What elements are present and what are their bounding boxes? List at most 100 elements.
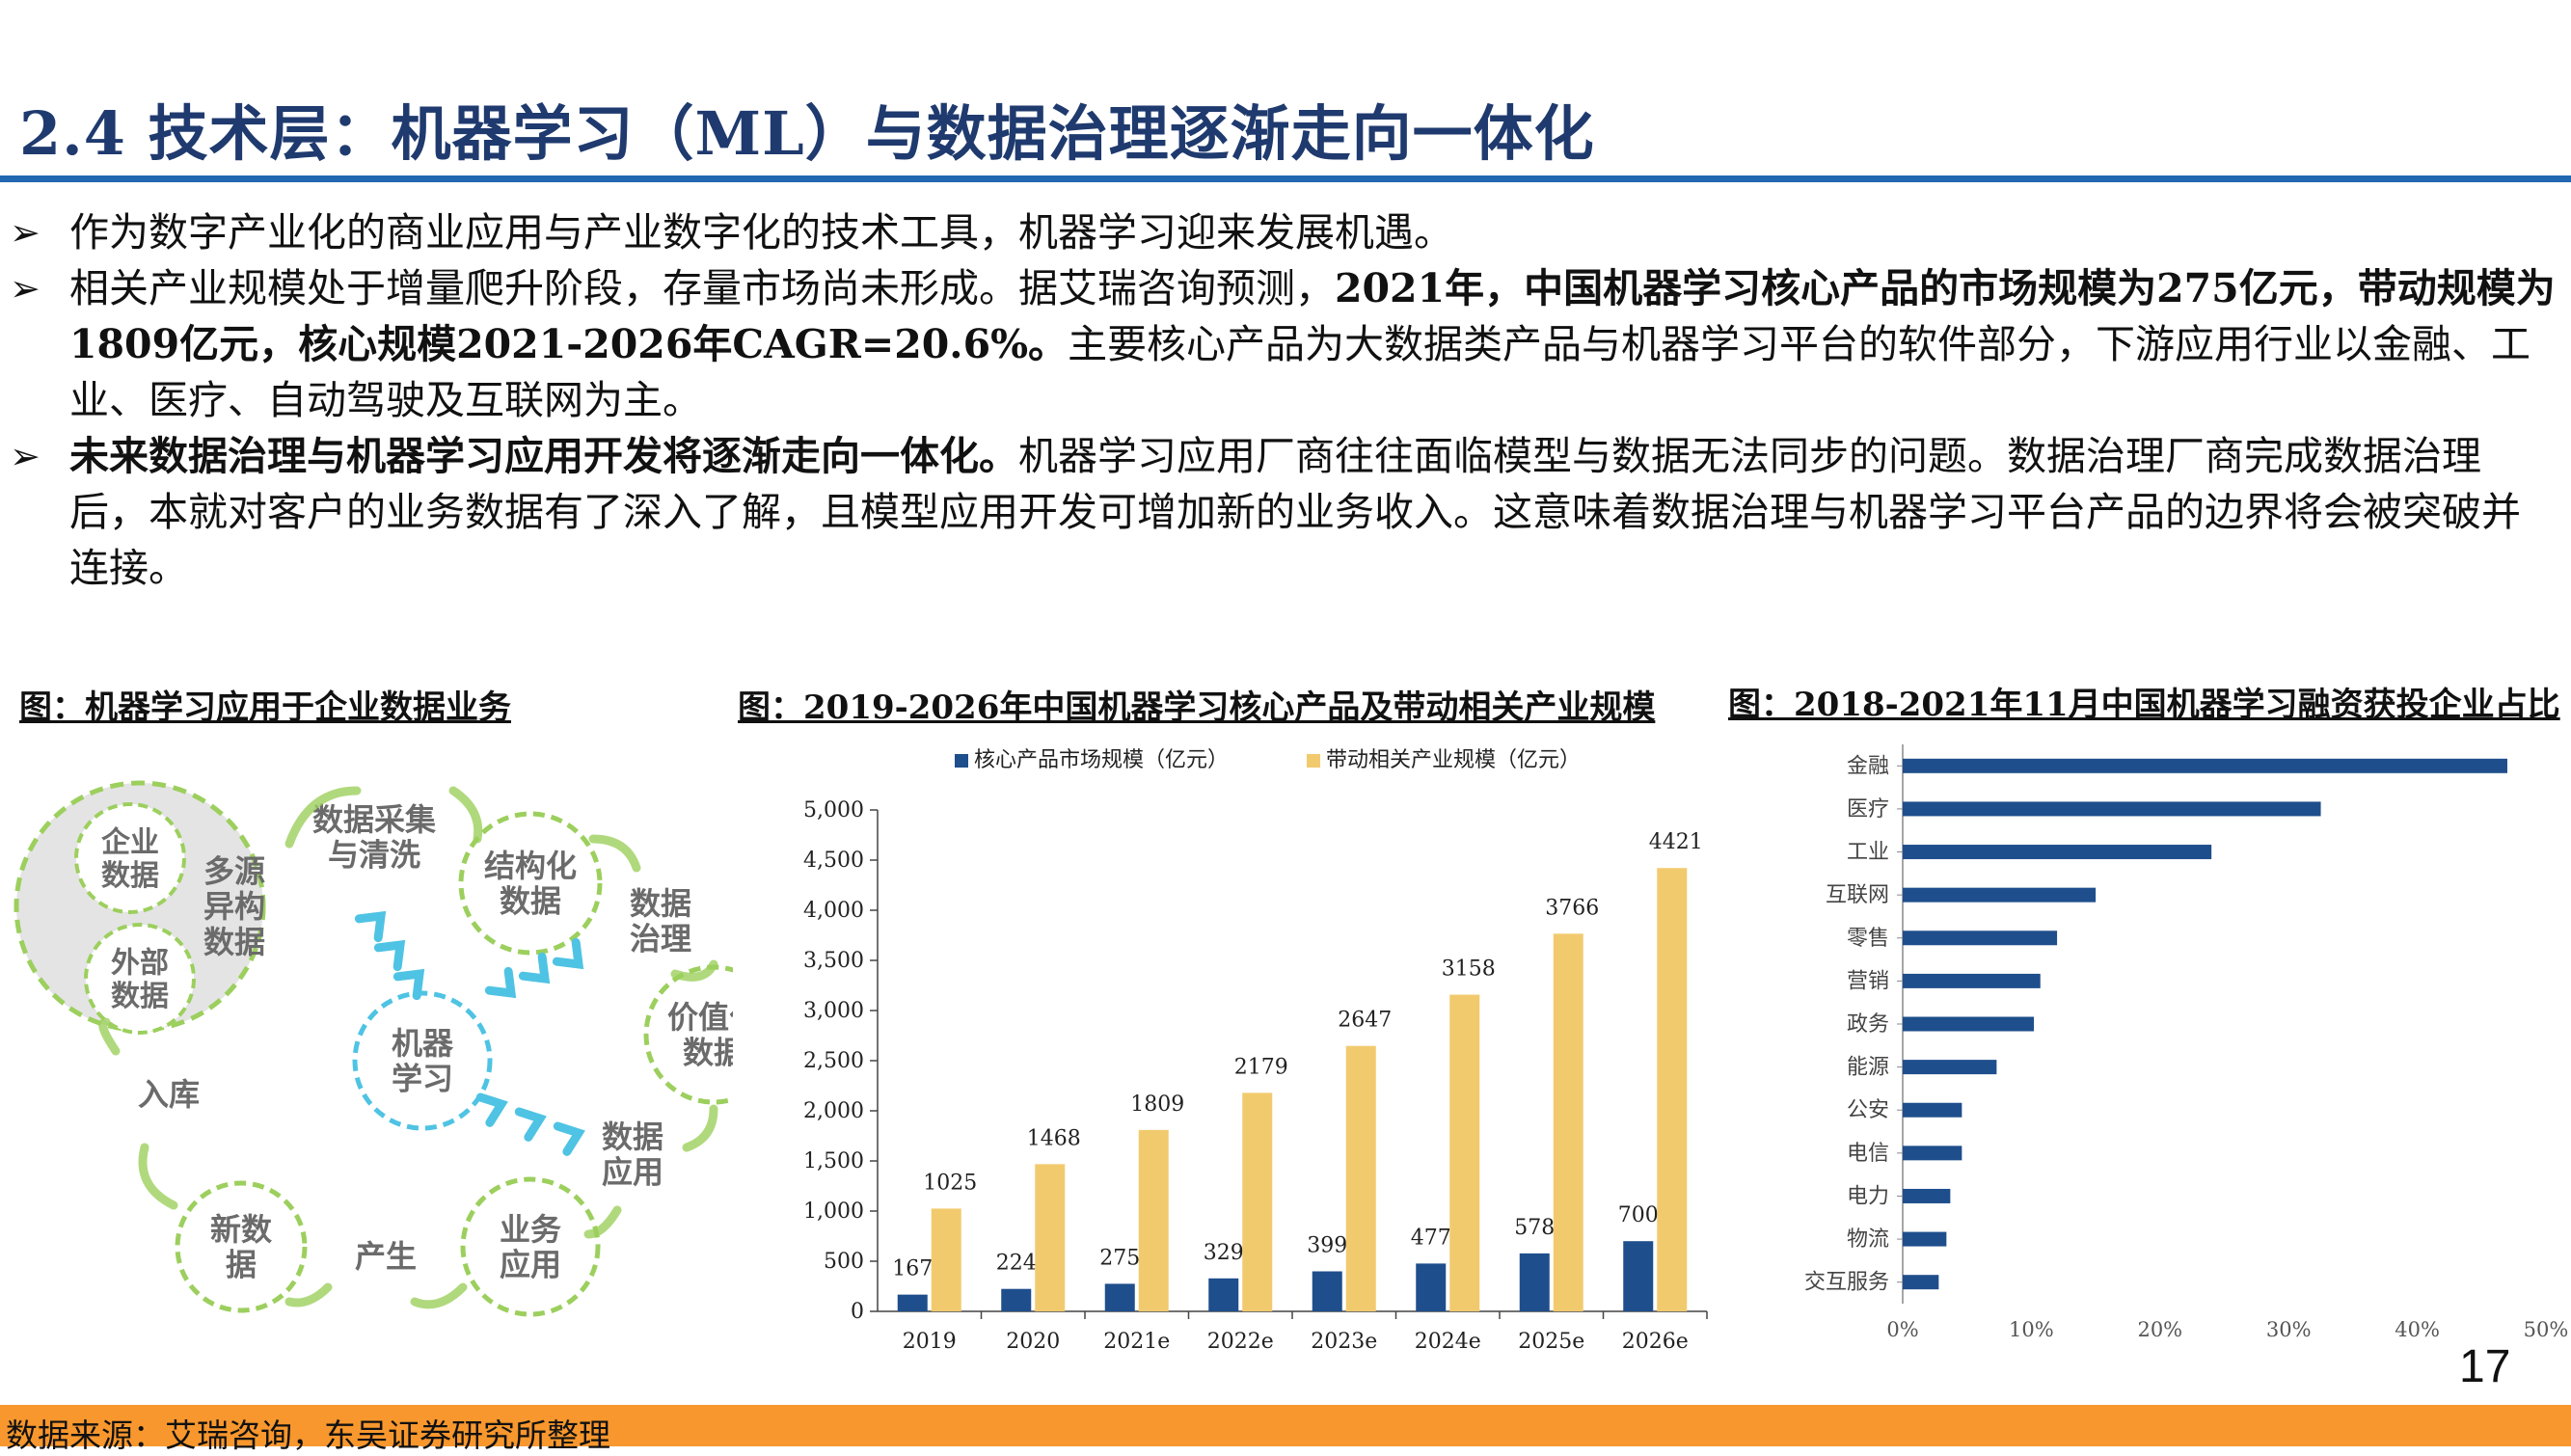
share-bar xyxy=(1903,845,2212,860)
x-tick-label: 2021e xyxy=(1103,1330,1170,1354)
category-label: 能源 xyxy=(1847,1056,1889,1080)
node-label: 产生 xyxy=(355,1238,417,1275)
bullet-text: 作为数字产业化的商业应用与产业数字化的技术工具，机器学习迎来发展机遇。 xyxy=(69,209,1453,256)
category-label: 政务 xyxy=(1847,1012,1889,1037)
share-bar xyxy=(1903,1275,1939,1290)
page-number: 17 xyxy=(2459,1341,2511,1392)
bar-chart: 核心产品市场规模（亿元） 带动相关产业规模（亿元） 0 500 1,000 1,500 2,… xyxy=(803,748,1708,1354)
bullet-item: ➢ 相关产业规模处于增量爬升阶段，存量市场尚未形成。据艾瑞咨询预测，2021年，… xyxy=(10,260,2556,428)
related-bar xyxy=(1657,868,1688,1311)
diagram-caption: 图：机器学习应用于企业数据业务 xyxy=(19,688,511,727)
flow-arrow xyxy=(682,1104,718,1152)
y-tick-label: 3,000 xyxy=(803,999,864,1023)
related-bar xyxy=(1553,933,1583,1311)
node-label: 结构化数据 xyxy=(484,848,577,920)
enterprise-data-label: 企业数据 xyxy=(101,825,159,893)
share-bar xyxy=(1903,930,2058,946)
share-bar xyxy=(1903,1102,1962,1118)
legend-label: 核心产品市场规模（亿元） xyxy=(974,748,1229,772)
bar-chart-caption: 图：2019-2026年中国机器学习核心产品及带动相关产业规模 xyxy=(738,688,1656,727)
chevron-arrow-icon xyxy=(354,910,387,943)
enterprise-data-circle xyxy=(74,802,186,914)
page-title: 2.4 技术层：机器学习（ML）与数据治理逐渐走向一体化 xyxy=(19,98,1595,169)
legend-swatch xyxy=(955,754,968,768)
category-label: 电力 xyxy=(1847,1184,1889,1208)
y-tick-label: 1,000 xyxy=(803,1200,864,1224)
node-label: 入库 xyxy=(138,1076,200,1113)
multi-source-data-label: 多源异构数据 xyxy=(203,852,265,960)
external-data-circle xyxy=(84,923,196,1035)
category-label: 医疗 xyxy=(1847,797,1889,822)
flow-arrow xyxy=(583,1205,622,1239)
x-tick-label: 2025e xyxy=(1518,1330,1584,1354)
share-bar xyxy=(1903,801,2321,817)
share-bar xyxy=(1903,1231,1947,1247)
core-bar xyxy=(1104,1283,1135,1311)
chevron-arrow-icon xyxy=(373,939,406,972)
x-tick-label: 0% xyxy=(1886,1318,1918,1341)
related-bar xyxy=(1242,1092,1273,1311)
category-label: 电信 xyxy=(1847,1142,1889,1166)
data-label: 1025 xyxy=(923,1171,977,1195)
share-bar xyxy=(1903,887,2097,903)
node-circle xyxy=(175,1180,308,1313)
data-label: 1809 xyxy=(1130,1092,1184,1117)
core-bar xyxy=(1519,1253,1550,1311)
bullet-text: 未来数据治理与机器学习应用开发将逐渐走向一体化。机器学习应用厂商往往面临模型与数… xyxy=(69,433,2521,591)
bullet-item: ➢ 作为数字产业化的商业应用与产业数字化的技术工具，机器学习迎来发展机遇。 xyxy=(10,204,2556,260)
x-tick-label: 20% xyxy=(2137,1318,2182,1341)
related-bar xyxy=(1449,994,1480,1311)
x-tick-label: 2026e xyxy=(1622,1330,1689,1354)
x-tick-label: 2020 xyxy=(1006,1330,1060,1354)
chevron-arrow-icon xyxy=(484,966,517,999)
category-label: 物流 xyxy=(1847,1227,1889,1252)
ml-diagram: 企业数据外部数据多源异构数据数据采集与清洗结构化数据数据治理价值化数据数据应用业… xyxy=(14,780,733,1317)
legend-label: 带动相关产业规模（亿元） xyxy=(1326,748,1581,772)
share-bar xyxy=(1903,758,2507,773)
data-label: 477 xyxy=(1411,1226,1451,1250)
y-tick-label: 0 xyxy=(851,1300,864,1324)
data-label: 275 xyxy=(1099,1246,1140,1270)
node-label: 业务应用 xyxy=(500,1211,561,1283)
data-label: 4421 xyxy=(1649,830,1703,854)
category-label: 金融 xyxy=(1847,754,1889,778)
related-bar xyxy=(931,1208,961,1311)
node-label: 数据治理 xyxy=(630,885,691,957)
ml-center-label: 机器学习 xyxy=(392,1025,454,1097)
category-label: 公安 xyxy=(1847,1098,1889,1122)
data-label: 329 xyxy=(1204,1241,1244,1265)
category-label: 零售 xyxy=(1847,927,1889,951)
core-bar xyxy=(1208,1278,1239,1311)
bullet-arrow-icon: ➢ xyxy=(10,267,41,310)
node-label: 新数据 xyxy=(210,1211,273,1283)
y-tick-label: 5,000 xyxy=(803,798,864,822)
flow-arrow xyxy=(448,786,483,844)
legend-swatch xyxy=(1307,754,1320,768)
data-label: 2179 xyxy=(1234,1055,1288,1079)
flow-arrow xyxy=(284,786,362,849)
flow-arrow xyxy=(670,959,718,982)
category-label: 营销 xyxy=(1847,969,1889,993)
related-bar xyxy=(1035,1164,1066,1311)
x-tick-label: 2019 xyxy=(903,1330,957,1354)
footer-bar xyxy=(0,1405,2571,1446)
data-label: 2647 xyxy=(1338,1009,1392,1033)
y-tick-label: 3,500 xyxy=(803,949,864,973)
data-label: 1468 xyxy=(1027,1126,1081,1150)
flow-arrow xyxy=(410,1282,468,1309)
bullet-item: ➢ 未来数据治理与机器学习应用开发将逐渐走向一体化。机器学习应用厂商往往面临模型… xyxy=(10,428,2556,596)
share-bar xyxy=(1903,1188,1951,1203)
node-label: 数据应用 xyxy=(602,1119,663,1191)
category-label: 互联网 xyxy=(1826,883,1889,907)
data-label: 224 xyxy=(996,1252,1037,1276)
chevron-arrow-icon xyxy=(475,1092,508,1127)
chevron-arrow-icon xyxy=(518,952,551,984)
data-label: 399 xyxy=(1307,1234,1347,1258)
ml-center-circle xyxy=(352,990,493,1131)
share-bar xyxy=(1903,1146,1962,1161)
x-tick-label: 2022e xyxy=(1207,1330,1274,1354)
chevron-arrow-icon xyxy=(514,1107,547,1142)
chevron-arrow-icon xyxy=(552,937,584,970)
core-bar xyxy=(1001,1288,1032,1311)
flow-arrow xyxy=(284,1282,333,1308)
